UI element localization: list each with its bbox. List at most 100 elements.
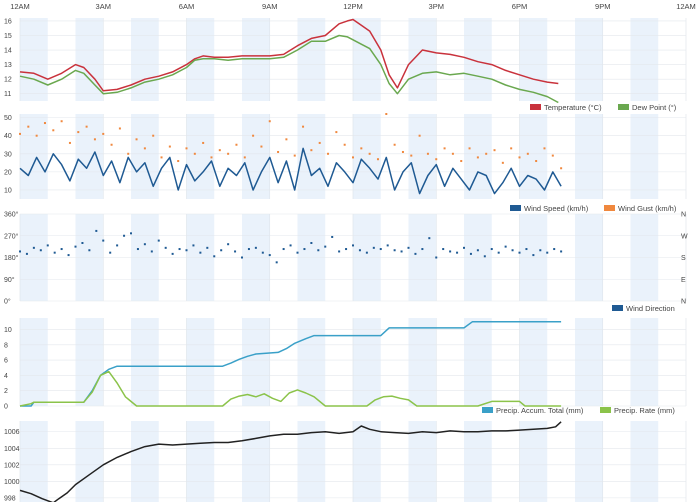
legend-swatch [612,305,623,311]
series-point [490,248,493,251]
series-point [456,251,459,254]
legend-label: Wind Gust (km/h) [618,204,677,213]
hour-band [630,114,659,199]
series-point [260,145,263,148]
time-tick-label: 6AM [179,2,194,11]
series-point [293,154,296,157]
hour-band [242,114,270,199]
series-point [67,254,70,257]
series-point [345,248,348,251]
hour-band [630,421,659,502]
series-point [310,149,313,152]
series-point [164,246,167,249]
series-point [268,120,271,123]
hour-band [408,114,437,199]
series-point [202,141,205,144]
series-point [469,252,472,255]
series-point [123,234,126,237]
chart-panel: 11 12 13 14 15 16 Temperature (°C) Dew Point (°… [4,18,687,112]
series-point [504,245,507,248]
series-point [177,160,180,163]
series-point [252,134,255,137]
series-point [501,161,504,164]
y-tick-label: 13 [4,62,12,69]
series-point [285,138,288,141]
series-point [213,255,216,258]
hour-band [353,18,381,101]
series-point [539,249,542,252]
hour-band [297,318,326,406]
y-tick-label: 11 [4,91,11,98]
series-point [150,250,153,253]
series-point [235,143,238,146]
series-point [296,251,299,254]
hour-band [242,421,270,502]
series-line [19,18,559,92]
y-tick-label: 1006 [4,429,20,436]
series-point [95,229,98,232]
series-point [88,249,91,252]
series-point [234,250,237,253]
series-point [192,244,195,247]
hour-band [408,421,437,502]
legend-swatch [604,205,615,211]
series-point [551,154,554,157]
series-point [160,156,163,159]
series-point [518,251,521,254]
legend-swatch [510,205,521,211]
series-point [435,158,438,161]
series-point [510,147,513,150]
series-point [511,249,514,252]
series-point [227,243,230,246]
series-point [553,248,556,251]
series-point [442,248,445,251]
hour-band [186,318,215,406]
series-point [53,251,56,254]
series-point [303,248,306,251]
series-line [19,147,562,195]
series-point [365,251,368,254]
series-point [338,250,341,253]
series-point [343,143,346,146]
legend-label: Wind Speed (km/h) [524,204,589,213]
y-tick-label: 15 [4,33,12,40]
series-point [324,245,327,248]
hour-band [575,114,603,199]
time-tick-label: 3PM [429,2,444,11]
series-point [277,150,280,153]
hour-band [20,421,48,502]
series-point [414,252,417,255]
y-tick-label: 180° [4,254,19,262]
series-point [331,235,334,238]
series-point [77,131,80,134]
series-point [143,147,146,150]
series-point [358,249,361,252]
hour-band [519,421,548,502]
legend-label: Precip. Accum. Total (mm) [496,406,584,415]
y-tick-label: 12 [4,77,12,84]
series-point [385,113,388,115]
series-point [497,251,500,254]
series-point [261,251,264,254]
series-point [152,134,155,137]
series-point [407,246,410,249]
hour-band [408,318,437,406]
series-point [185,249,188,252]
time-tick-label: 9PM [595,2,610,11]
hour-band [353,318,381,406]
series-point [81,242,84,244]
series-point [19,250,21,253]
hour-band [464,421,492,502]
series-point [93,138,96,141]
series-point [426,152,429,155]
series-point [532,254,535,257]
series-point [116,244,119,247]
series-point [317,249,320,252]
series-point [60,120,63,123]
series-point [171,252,174,255]
series-point [27,125,30,128]
hour-band [353,114,381,199]
hour-band [519,18,548,101]
hour-band [575,18,603,101]
series-point [428,237,431,240]
